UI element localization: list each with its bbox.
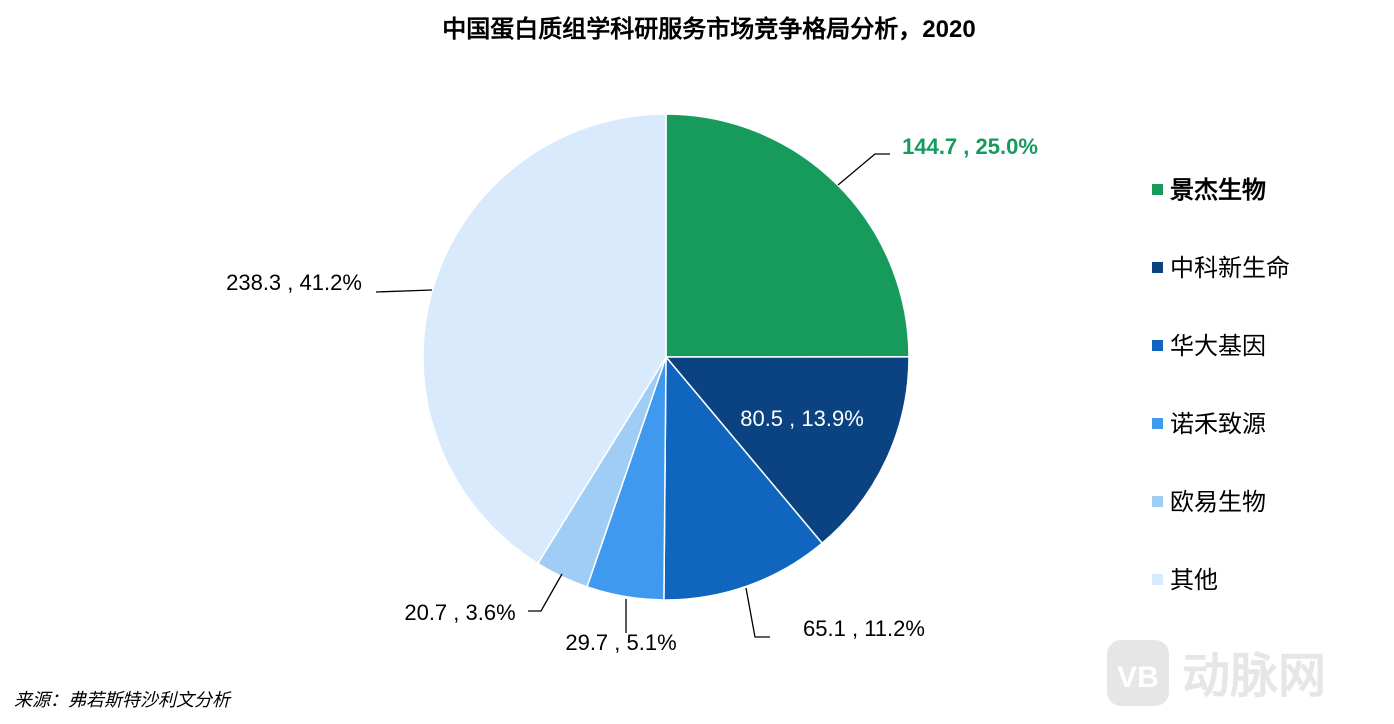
legend-label: 其他 xyxy=(1170,567,1218,594)
pie-slice xyxy=(663,354,824,601)
legend-swatch xyxy=(1152,262,1163,273)
source-note: 来源：弗若斯特沙利文分析 xyxy=(14,690,232,710)
legend-swatch xyxy=(1152,574,1163,585)
leader-line xyxy=(375,289,433,293)
pie-slice xyxy=(664,356,910,545)
data-label: 238.3 , 41.2% xyxy=(226,270,362,295)
leader-line xyxy=(837,153,890,186)
legend-label: 华大基因 xyxy=(1170,333,1266,360)
legend-swatch xyxy=(1152,496,1163,507)
leader-line xyxy=(528,573,563,612)
legend-swatch xyxy=(1152,418,1163,429)
legend-label: 欧易生物 xyxy=(1170,489,1266,516)
data-label: 20.7 , 3.6% xyxy=(404,600,515,625)
leader-lines xyxy=(375,153,890,638)
watermark-logo-text: VB xyxy=(1117,661,1159,694)
watermark: VB 动脉网 xyxy=(1107,640,1326,706)
data-label: 29.7 , 5.1% xyxy=(565,630,676,655)
pie-slice xyxy=(665,113,910,358)
data-labels: 144.7 , 25.0% 80.5 , 13.9% 65.1 , 11.2% 29.… xyxy=(226,134,1038,655)
watermark-logo-icon xyxy=(1107,640,1169,706)
legend-label: 景杰生物 xyxy=(1170,177,1266,204)
data-label: 80.5 , 13.9% xyxy=(740,406,864,431)
pie-slice xyxy=(422,113,667,565)
legend-label: 中科新生命 xyxy=(1170,255,1290,282)
leader-line xyxy=(745,587,770,638)
data-label: 144.7 , 25.0% xyxy=(902,134,1038,159)
legend-label: 诺禾致源 xyxy=(1170,411,1266,438)
legend-swatch xyxy=(1152,184,1163,195)
watermark-text: 动脉网 xyxy=(1182,650,1326,703)
pie-slices xyxy=(422,113,910,601)
legend-swatch xyxy=(1152,340,1163,351)
chart-title: 中国蛋白质组学科研服务市场竞争格局分析，2020 xyxy=(442,15,975,43)
data-label: 65.1 , 11.2% xyxy=(803,616,925,641)
